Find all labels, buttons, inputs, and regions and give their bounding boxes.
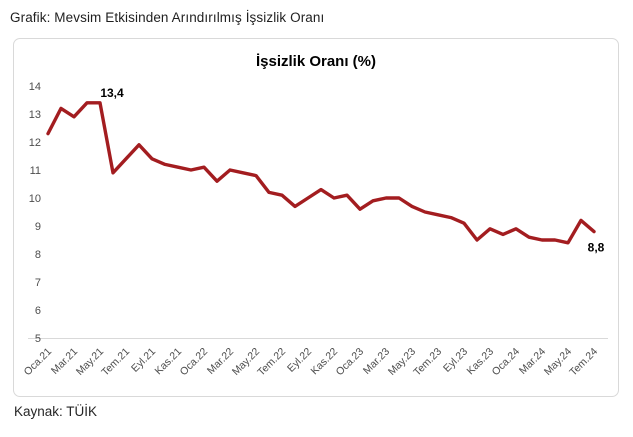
x-tick-label: Tem.24 [567, 346, 600, 379]
y-tick-label: 11 [30, 165, 41, 177]
y-tick-label: 10 [29, 193, 41, 205]
y-tick-label: 5 [35, 333, 41, 345]
y-tick-label: 9 [35, 221, 41, 233]
y-tick-label: 13 [29, 109, 41, 121]
chart-container: 14 13 12 11 10 9 8 7 6 5 Oca.21 Mar.21 May.21 Tem.21 E… [13, 38, 619, 397]
x-tick-label: Tem.22 [255, 346, 288, 379]
x-tick-label: Tem.23 [411, 346, 444, 379]
x-tick-label: Tem.21 [99, 346, 132, 379]
data-label: 13,4 [100, 86, 124, 100]
data-label: 8,8 [588, 241, 605, 255]
y-tick-label: 14 [29, 81, 41, 93]
line-chart: 141312111098765Oca.21Mar.21May.21Tem.21E… [22, 81, 608, 379]
y-tick-label: 8 [35, 249, 41, 261]
x-tick-label: Oca.24 [490, 346, 523, 379]
page-title: Grafik: Mevsim Etkisinden Arındırılmış İ… [10, 10, 325, 25]
x-tick-label: Oca.23 [334, 346, 367, 379]
source-label: Kaynak: TÜİK [14, 404, 98, 419]
series-line [46, 101, 596, 245]
y-tick-label: 6 [35, 305, 41, 317]
chart-title: İşsizlik Oranı (%) [255, 53, 377, 70]
y-tick-label: 12 [29, 137, 41, 149]
y-tick-label: 7 [35, 277, 41, 289]
x-tick-label: Oca.21 [22, 346, 55, 379]
x-tick-label: Oca.22 [178, 346, 211, 379]
